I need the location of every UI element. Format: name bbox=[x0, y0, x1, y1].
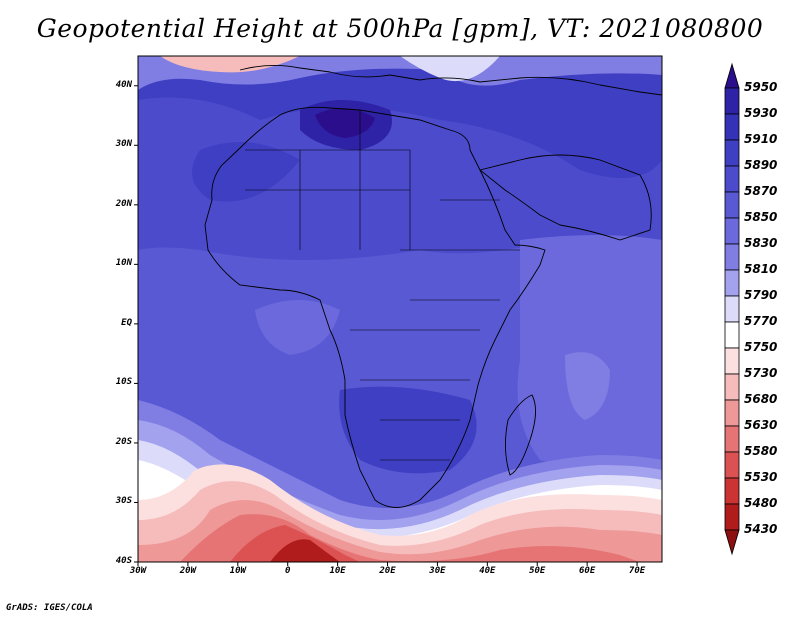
arabia-coastline bbox=[479, 154, 652, 241]
colorbar-level-label: 5910 bbox=[744, 132, 778, 146]
colorbar-level-label: 5790 bbox=[744, 288, 778, 302]
map-frame bbox=[137, 55, 663, 563]
lon-tick-label: 40E bbox=[479, 566, 496, 576]
colorbar-level-label: 5730 bbox=[744, 366, 778, 380]
colorbar-level-label: 5480 bbox=[744, 496, 778, 510]
field-band-5890-west bbox=[192, 142, 300, 202]
height-field bbox=[138, 56, 662, 562]
colorbar-box bbox=[724, 113, 740, 141]
lat-tick-label: EQ bbox=[121, 317, 132, 328]
field-band-5890 bbox=[138, 56, 662, 178]
axis-ticks bbox=[134, 85, 638, 566]
lon-tick-label: 20W bbox=[179, 566, 197, 576]
coastlines bbox=[204, 65, 662, 508]
colorbar bbox=[724, 62, 740, 556]
colorbar-box bbox=[724, 191, 740, 219]
europe-coastline bbox=[239, 65, 662, 96]
chart-title: Geopotential Height at 500hPa [gpm], VT:… bbox=[36, 14, 764, 43]
lon-tick-label: 70E bbox=[628, 566, 646, 576]
colorbar-box bbox=[724, 347, 740, 375]
field-band-5790-north bbox=[400, 56, 500, 82]
colorbar-level-label: 5430 bbox=[744, 522, 778, 536]
colorbar-level-label: 5850 bbox=[744, 210, 778, 224]
colorbar-level-label: 5750 bbox=[744, 340, 778, 354]
political-borders bbox=[245, 110, 520, 461]
colorbar-box bbox=[724, 477, 740, 505]
colorbar-level-label: 5680 bbox=[744, 392, 778, 406]
colorbar-level-label: 5580 bbox=[744, 444, 778, 458]
colorbar-box bbox=[724, 399, 740, 427]
lat-tick-label: 30N bbox=[115, 139, 132, 150]
colorbar-level-label: 5890 bbox=[744, 158, 778, 172]
madagascar-coastline bbox=[505, 394, 536, 476]
lon-tick-label: 50E bbox=[529, 566, 546, 576]
colorbar-box bbox=[724, 425, 740, 453]
colorbar-level-label: 5870 bbox=[744, 184, 778, 198]
colorbar-box bbox=[724, 269, 740, 297]
colorbar-level-label: 5810 bbox=[744, 262, 778, 276]
colorbar-box bbox=[724, 321, 740, 349]
lon-tick-label: 30E bbox=[429, 566, 446, 576]
colorbar-box bbox=[724, 451, 740, 479]
lon-tick-label: 10W bbox=[229, 566, 246, 576]
colorbar-box bbox=[724, 139, 740, 167]
colorbar-level-label: 5830 bbox=[744, 236, 778, 250]
colorbar-box bbox=[724, 243, 740, 271]
field-band-5810-indian bbox=[565, 352, 610, 420]
lat-tick-label: 20S bbox=[115, 436, 132, 447]
colorbar-level-label: 5930 bbox=[744, 106, 778, 120]
field-band-5830-west bbox=[255, 300, 340, 355]
colorbar-level-label: 5530 bbox=[744, 470, 778, 484]
lat-tick-label: 10N bbox=[115, 258, 132, 269]
field-band-5730-north bbox=[160, 56, 300, 73]
lat-tick-label: 10S bbox=[115, 377, 132, 388]
colorbar-level-label: 5630 bbox=[744, 418, 778, 432]
footer-credit: GrADS: IGES/COLA bbox=[6, 603, 93, 613]
colorbar-box bbox=[724, 373, 740, 401]
lon-tick-label: 20E bbox=[379, 566, 396, 576]
colorbar-bottom-arrow bbox=[724, 529, 740, 556]
colorbar-box bbox=[724, 217, 740, 245]
lat-tick-label: 30S bbox=[115, 496, 132, 507]
lon-tick-label: 0 bbox=[284, 566, 291, 576]
lon-tick-label: 60E bbox=[579, 566, 596, 576]
field-band-5890-south bbox=[339, 386, 477, 474]
lat-tick-label: 40N bbox=[115, 79, 132, 90]
colorbar-box bbox=[724, 295, 740, 323]
colorbar-box bbox=[724, 87, 740, 115]
lat-tick-label: 20N bbox=[115, 198, 132, 209]
colorbar-level-label: 5950 bbox=[744, 80, 778, 94]
africa-coastline bbox=[204, 106, 546, 508]
colorbar-top-arrow bbox=[724, 62, 740, 89]
lat-tick-label: 40S bbox=[115, 556, 132, 566]
colorbar-box bbox=[724, 165, 740, 193]
colorbar-box bbox=[724, 503, 740, 531]
lon-tick-label: 10E bbox=[329, 566, 346, 576]
lon-tick-label: 30W bbox=[129, 566, 147, 576]
field-band-5480-south bbox=[270, 539, 340, 562]
colorbar-level-label: 5770 bbox=[744, 314, 778, 328]
